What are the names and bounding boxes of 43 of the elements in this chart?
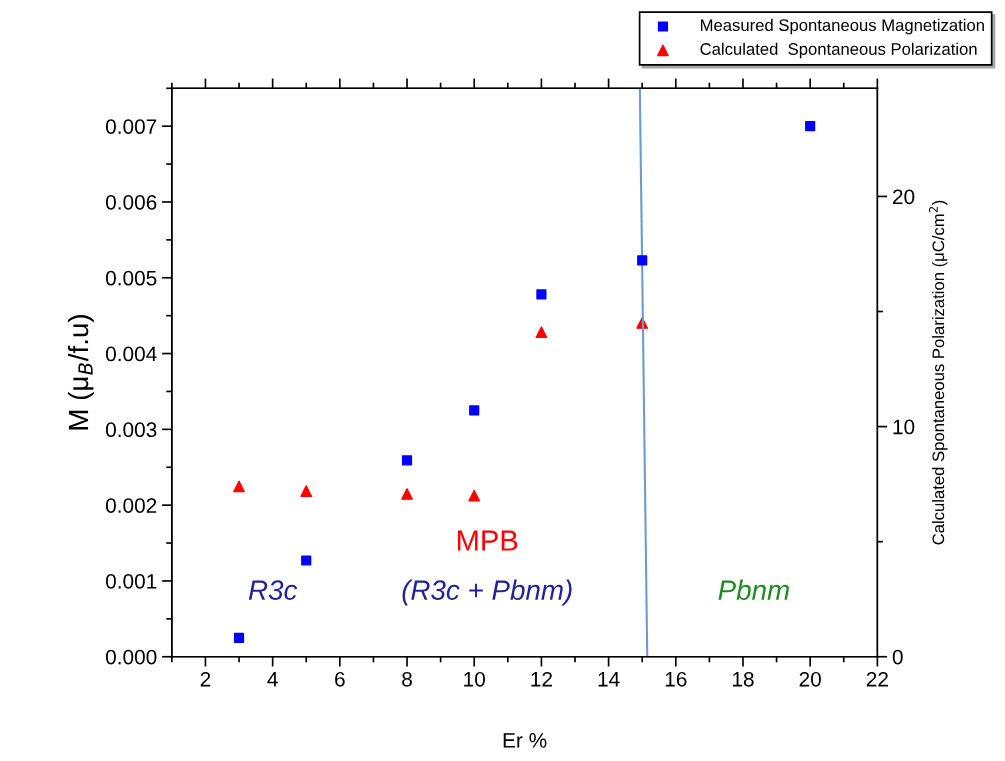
- x-tick-label: 12: [531, 671, 552, 687]
- point: [805, 121, 816, 132]
- y2-tick-label: 10: [893, 419, 915, 435]
- x-axis-title: Er %: [503, 733, 547, 748]
- y-tick-label: 0.004: [105, 346, 157, 362]
- annotation: R3c: [248, 580, 298, 600]
- y-tick-label: 0.003: [105, 422, 157, 438]
- y-tick-label: 0.000: [105, 649, 157, 665]
- y2-tick-label: 20: [893, 189, 915, 205]
- point: [468, 489, 481, 502]
- point: [301, 555, 312, 566]
- annotation: MPB: [458, 530, 518, 551]
- x-tick-label: 2: [200, 671, 211, 687]
- point: [401, 455, 413, 466]
- x-tick-label: 10: [464, 671, 485, 687]
- x-tick-label: 14: [598, 672, 620, 687]
- y-tick-label: 0.001: [105, 573, 157, 589]
- legend-label: Measured Spontaneous Magnetization: [700, 18, 984, 35]
- y2-axis-title: Calculated Spontaneous Polarization (μC/cm$^{2}$): [929, 200, 948, 545]
- x-tick-label: 4: [267, 672, 278, 687]
- point: [535, 326, 548, 339]
- annotation: Pbnm: [718, 579, 789, 600]
- x-tick-label: 8: [402, 671, 412, 687]
- point: [637, 255, 648, 266]
- x-tick-label: 6: [335, 671, 345, 687]
- point: [300, 485, 313, 497]
- y-axis-title: M (μ$_{B}$/f.u): [67, 315, 94, 430]
- point: [401, 488, 413, 500]
- y2-tick-label: 0: [892, 649, 903, 665]
- point: [233, 632, 245, 643]
- annotation: (R3c + Pbnm): [402, 579, 572, 606]
- x-tick-label: 20: [799, 671, 821, 687]
- point: [536, 289, 547, 300]
- x-tick-label: 18: [732, 671, 754, 687]
- x-tick-label: 22: [866, 671, 888, 687]
- y-tick-label: 0.006: [105, 194, 157, 210]
- y-tick-label: 0.005: [105, 270, 157, 286]
- y-tick-label: 0.007: [105, 119, 157, 134]
- point: [469, 405, 480, 416]
- legend-label: Calculated Spontaneous Polarization: [700, 42, 977, 59]
- x-tick-label: 16: [665, 671, 687, 687]
- point: [233, 480, 245, 493]
- y-tick-label: 0.002: [105, 498, 157, 513]
